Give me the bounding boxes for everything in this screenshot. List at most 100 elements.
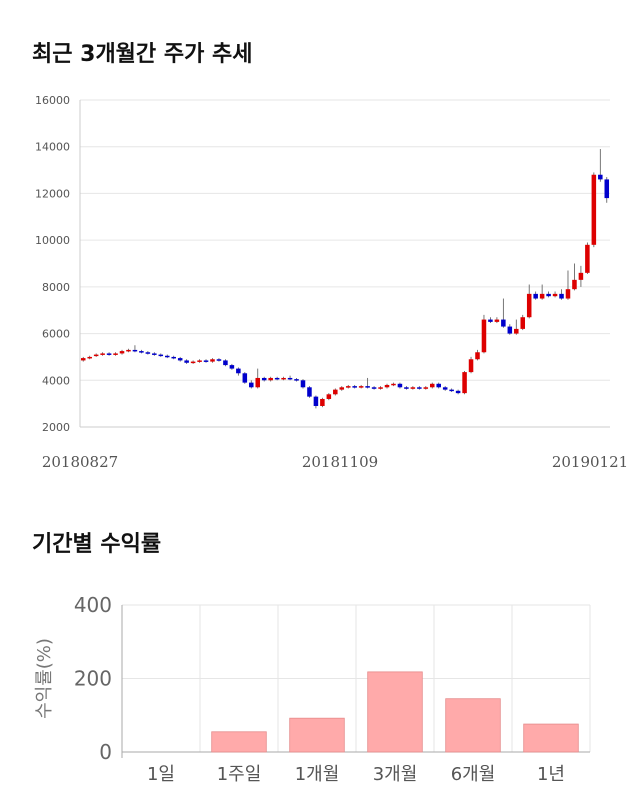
- price-candlestick-chart: 2000 4000 6000 8000 10000 12000 14000 16000 2018…: [35, 94, 628, 471]
- returns-bar-chart: 0 200 400 수익률(%) 1일 1주일 1개월 3개월 6개월 1년: [34, 593, 591, 785]
- candle-body: [526, 293, 532, 318]
- candle-body: [539, 293, 545, 299]
- candle-body: [449, 389, 454, 392]
- y-tick-label: 14000: [35, 141, 70, 154]
- candle-body: [391, 383, 396, 386]
- x-tick-label: 1일: [147, 764, 175, 785]
- candle-body: [339, 387, 345, 390]
- candle-body: [242, 373, 248, 383]
- candle-body: [113, 353, 118, 355]
- candle-body: [358, 386, 364, 388]
- candle-body: [255, 377, 261, 388]
- candle-body: [384, 384, 390, 388]
- candle-body: [261, 377, 267, 381]
- candle-body: [397, 383, 403, 388]
- candle-body: [313, 396, 319, 406]
- candle-body: [572, 279, 577, 290]
- candle-body: [126, 349, 131, 352]
- candle-body: [164, 355, 170, 358]
- candle-body: [100, 353, 105, 355]
- candle-body: [378, 387, 383, 389]
- y-axis-label: 수익률(%): [34, 638, 55, 719]
- y-tick-label: 4000: [42, 374, 70, 387]
- x-tick-label: 1주일: [217, 764, 262, 785]
- candle-body: [352, 386, 357, 388]
- candle-body: [184, 360, 189, 363]
- candle-body: [345, 386, 351, 388]
- candle-body: [429, 383, 435, 388]
- candle-body: [203, 360, 209, 362]
- candle-body: [468, 359, 474, 373]
- candle-body: [520, 317, 526, 329]
- candle-body: [436, 383, 441, 388]
- candle-body: [404, 387, 409, 389]
- candle-body: [371, 387, 377, 389]
- candle-body: [559, 293, 564, 299]
- candle-body: [249, 382, 254, 388]
- x-tick-label: 20181109: [302, 453, 378, 471]
- candle-body: [197, 360, 202, 362]
- return-bar: [289, 717, 345, 753]
- candle-body: [326, 394, 332, 399]
- x-tick-label: 3개월: [373, 764, 418, 785]
- y-tick-label: 12000: [35, 187, 70, 200]
- return-bar: [445, 698, 501, 753]
- candle-body: [598, 174, 603, 180]
- candle-body: [501, 319, 506, 327]
- candle-body: [139, 351, 144, 353]
- candle-body: [300, 380, 306, 388]
- candle-body: [442, 387, 448, 390]
- candle-body: [533, 293, 538, 299]
- candle-body: [514, 328, 519, 334]
- candle-body: [552, 293, 558, 297]
- candle-body: [488, 319, 493, 322]
- candle-body: [171, 356, 176, 359]
- y-tick-label: 8000: [42, 281, 70, 294]
- returns-title: 기간별 수익률: [32, 532, 162, 557]
- y-tick-label: 200: [74, 667, 112, 691]
- y-tick-label: 2000: [42, 421, 70, 434]
- candle-body: [475, 352, 480, 360]
- candle-body: [307, 387, 312, 397]
- candle-body: [281, 377, 286, 380]
- y-tick-label: 10000: [35, 234, 70, 247]
- candle-body: [119, 351, 125, 354]
- candle-body: [177, 358, 183, 361]
- price-trend-title: 최근 3개월간 주가 추세: [32, 42, 253, 67]
- candle-body: [507, 326, 513, 334]
- candle-body: [455, 390, 461, 394]
- candle-body: [229, 365, 235, 369]
- candle-body: [268, 377, 273, 381]
- x-tick-label: 20190121: [552, 453, 628, 471]
- x-tick-label: 6개월: [451, 764, 496, 785]
- y-tick-label: 0: [99, 740, 112, 764]
- candle-body: [294, 379, 299, 381]
- candle-body: [494, 319, 500, 322]
- candle-body: [236, 368, 241, 374]
- candle-body: [132, 349, 138, 352]
- candle-body: [417, 387, 422, 389]
- candle-body: [216, 359, 222, 361]
- candle-body: [578, 272, 584, 280]
- candle-body: [320, 398, 325, 406]
- candle-body: [333, 389, 338, 395]
- candle-body: [158, 354, 164, 357]
- candle-body: [210, 359, 215, 362]
- return-bar: [367, 671, 423, 753]
- candle-body: [190, 361, 196, 364]
- x-tick-label: 1년: [537, 764, 565, 785]
- candle-body: [223, 360, 228, 366]
- candle-body: [145, 352, 151, 354]
- candle-body: [565, 289, 571, 299]
- candle-body: [365, 386, 370, 388]
- return-bar: [211, 731, 267, 753]
- candle-body: [106, 353, 112, 355]
- y-tick-label: 400: [74, 593, 112, 617]
- candle-body: [546, 293, 551, 297]
- candle-body: [93, 354, 99, 357]
- return-bar: [523, 723, 579, 753]
- candle-body: [274, 377, 280, 380]
- x-tick-label: 1개월: [295, 764, 340, 785]
- candle-body: [80, 358, 86, 361]
- candle-body: [423, 387, 429, 389]
